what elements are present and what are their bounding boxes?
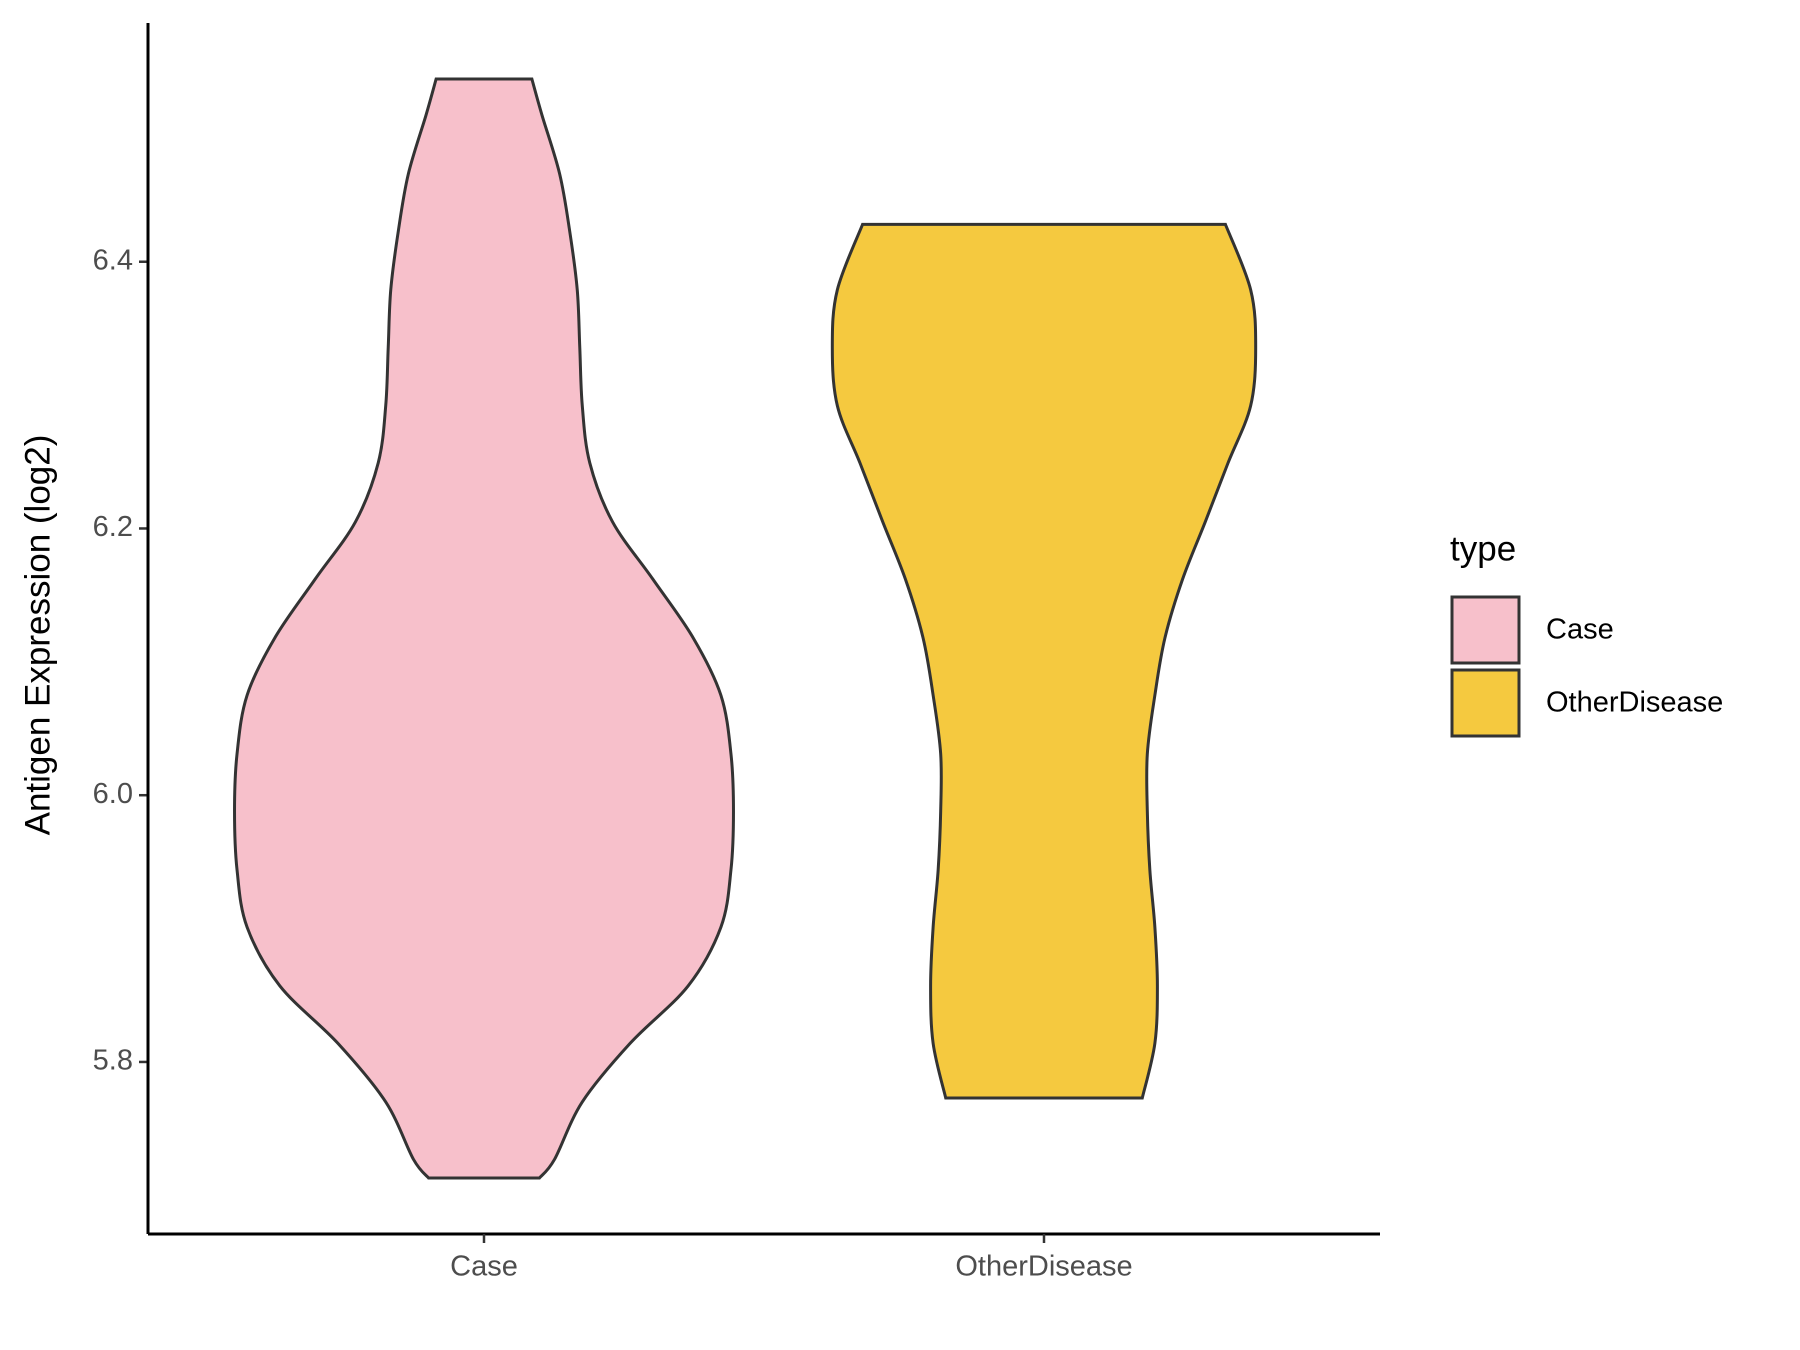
y-tick-label: 6.4 (93, 244, 133, 276)
legend-key (1450, 595, 1521, 665)
legend-key (1450, 668, 1521, 738)
legend-label: Case (1546, 614, 1614, 646)
x-tick-label: Case (450, 1251, 518, 1283)
y-tick-label: 5.8 (93, 1045, 133, 1077)
violin (830, 222, 1258, 1100)
legend-label: OtherDisease (1546, 687, 1723, 719)
violin (233, 77, 735, 1180)
y-tick-label: 6.0 (93, 778, 133, 810)
y-tick-label: 6.2 (93, 511, 133, 543)
legend-title: type (1450, 529, 1516, 568)
x-tick-label: OtherDisease (955, 1251, 1132, 1283)
y-axis-title: Antigen Expression (log2) (18, 435, 57, 836)
